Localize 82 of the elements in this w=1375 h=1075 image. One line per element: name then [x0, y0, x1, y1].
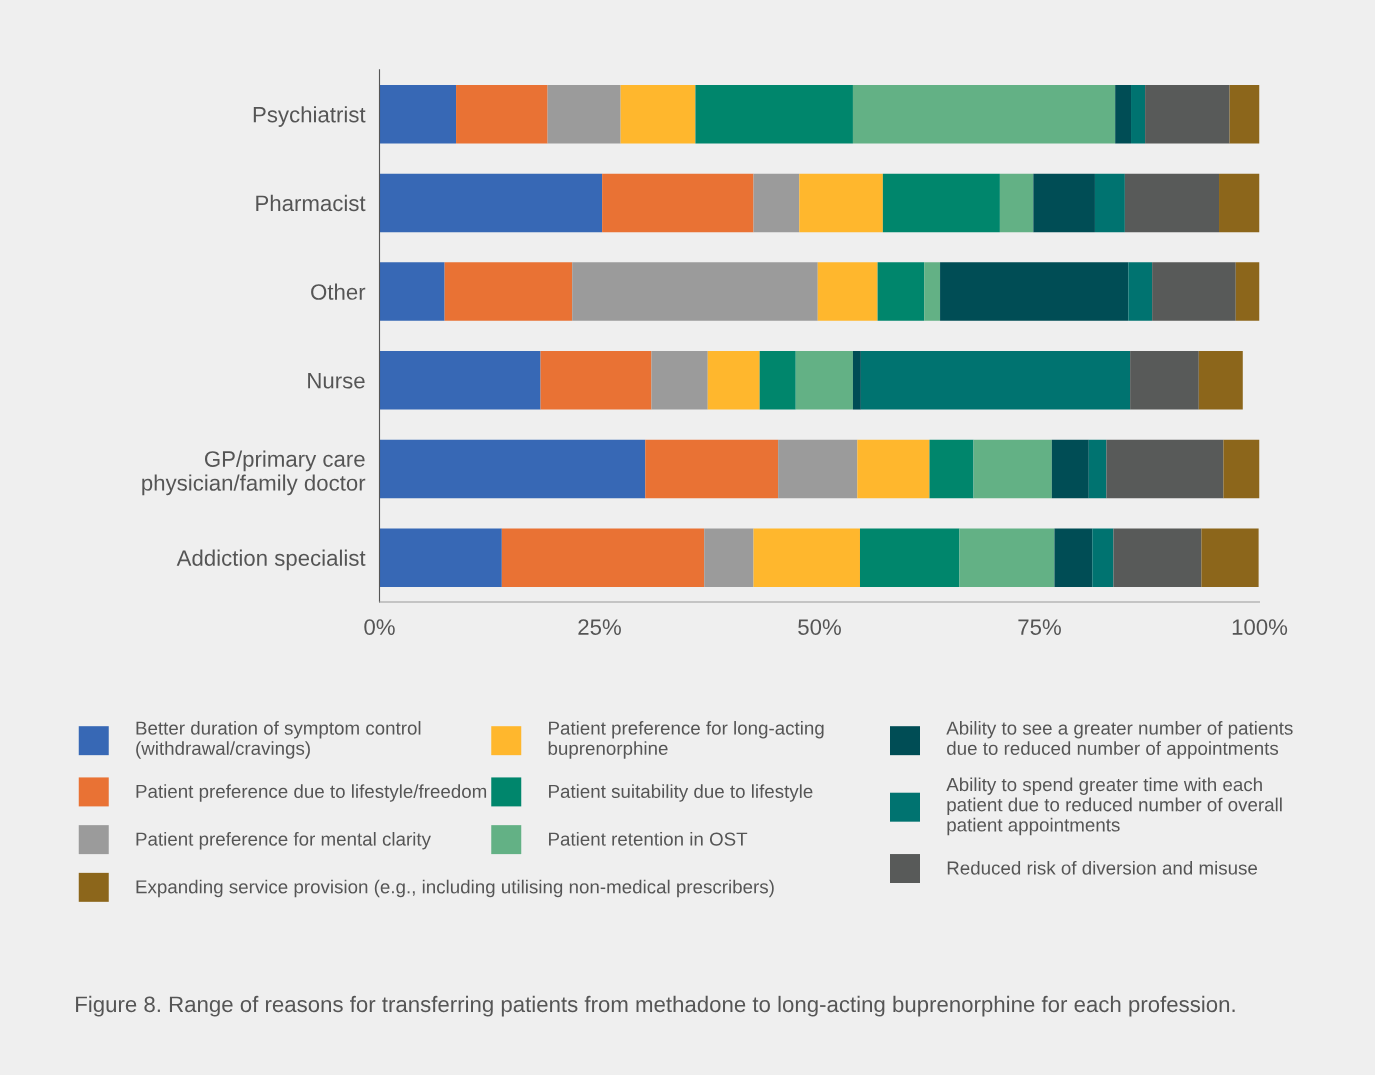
- legend-label: Patient suitability due to lifestyle: [549, 784, 813, 802]
- bar: [859, 528, 960, 587]
- bar: [379, 173, 603, 233]
- bar: [795, 351, 853, 410]
- bar: [799, 173, 883, 233]
- bar: [852, 84, 1116, 144]
- legend-label: Better duration of symptom control (withdrawal/cravings): [136, 721, 421, 759]
- y-tick-label: Other: [311, 283, 366, 300]
- bar: [860, 351, 1131, 410]
- bar: [1054, 528, 1093, 587]
- bar: [1131, 84, 1146, 144]
- bar: [999, 173, 1034, 233]
- bar: [379, 528, 502, 587]
- bar: [1051, 439, 1089, 499]
- bar: [456, 84, 548, 144]
- y-tick-label: GP/primary care physician/family doctor: [142, 450, 366, 496]
- x-tick-label: 100%: [1232, 619, 1288, 635]
- bar: [929, 439, 974, 499]
- legend-label: Patient preference for mental clarity: [136, 831, 431, 850]
- y-tick-label: Pharmacist: [256, 194, 366, 212]
- bar: [1128, 262, 1153, 321]
- legend-label: Ability to see a greater number of patients due to reduced number of appointments: [946, 721, 1293, 759]
- legend-label: Expanding service provision (e.g., including utilising non-medical prescribers): [136, 879, 774, 898]
- bar: [852, 351, 861, 410]
- bar: [704, 528, 754, 587]
- bar: [1088, 439, 1107, 499]
- y-tick-label: Addiction specialist: [176, 549, 366, 571]
- bar: [1145, 84, 1230, 144]
- x-tick-label: 75%: [1018, 619, 1061, 635]
- bar: [1219, 173, 1260, 233]
- bar: [501, 528, 705, 587]
- bar: [444, 262, 573, 321]
- caption: Figure 8. Range of reasons for transferring patients from methadone to long-acting buprenorphine for each profession.: [76, 995, 1235, 1017]
- bar: [1235, 262, 1260, 321]
- bar: [379, 84, 457, 144]
- y-tick-label: Nurse: [308, 373, 365, 389]
- bar: [645, 439, 779, 499]
- bar: [379, 262, 445, 321]
- bar: [817, 262, 878, 321]
- bar: [695, 84, 853, 144]
- bar: [602, 173, 754, 233]
- bar: [924, 262, 941, 321]
- bar: [547, 84, 621, 144]
- bar: [1115, 84, 1132, 144]
- bar: [882, 173, 1000, 233]
- bar: [1152, 262, 1236, 321]
- bar: [620, 84, 696, 144]
- bar: [707, 351, 760, 410]
- legend-label: Patient preference for long-acting buprenorphine: [548, 721, 824, 759]
- bar: [1198, 351, 1243, 410]
- bar: [1033, 173, 1095, 233]
- legend-label: Reduced risk of diversion and misuse: [947, 860, 1258, 875]
- bar: [857, 439, 930, 499]
- bar: [379, 351, 541, 410]
- bar: [753, 173, 800, 233]
- x-tick-label: 25%: [578, 619, 621, 635]
- bar: [759, 351, 796, 410]
- legend-label: Ability to spend greater time with each patient due to reduced number of overall patient appointments: [946, 777, 1282, 836]
- bar: [959, 528, 1055, 587]
- bar: [1130, 351, 1199, 410]
- bar: [1094, 173, 1125, 233]
- bar: [940, 262, 1129, 321]
- legend-label: Patient retention in OST: [549, 831, 748, 846]
- y-tick-label: Psychiatrist: [253, 106, 366, 127]
- bar: [778, 439, 858, 499]
- bar: [1106, 439, 1224, 499]
- bar: [1223, 439, 1260, 499]
- legend-label: Patient preference due to lifestyle/freedom: [136, 784, 487, 802]
- bar: [1201, 528, 1259, 587]
- bar: [572, 262, 818, 321]
- x-tick-label: 50%: [798, 619, 841, 635]
- bar: [973, 439, 1052, 499]
- bar: [651, 351, 708, 410]
- bar: [1113, 528, 1202, 587]
- bar: [753, 528, 860, 587]
- bar: [1229, 84, 1260, 144]
- bar: [877, 262, 925, 321]
- x-tick-label: 0%: [364, 619, 395, 635]
- bar: [1092, 528, 1114, 587]
- bar: [379, 439, 646, 499]
- bar: [1124, 173, 1220, 233]
- bar: [540, 351, 652, 410]
